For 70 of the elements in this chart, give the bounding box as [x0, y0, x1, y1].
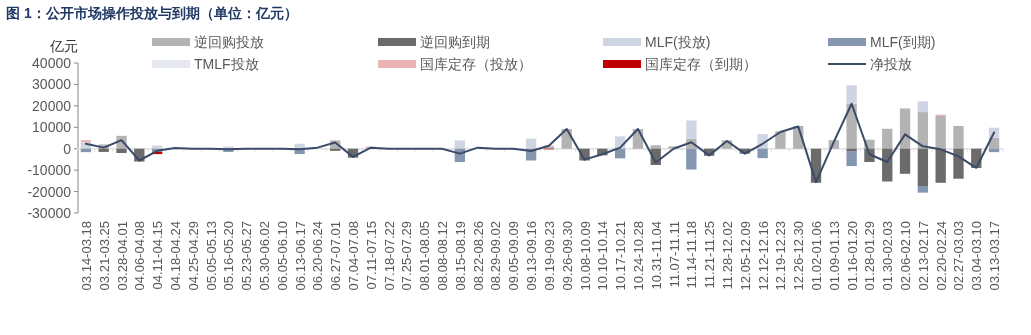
x-tick-label: 07.04-07.08 [346, 221, 362, 291]
x-tick-label: 07.25-07.29 [399, 221, 415, 291]
y-tick-label: 30000 [32, 76, 72, 93]
x-tick-label: 06.13-06.17 [292, 221, 308, 291]
x-tick-label: 08.22-08.26 [470, 221, 486, 291]
y-tick-label: -10000 [27, 162, 72, 179]
x-tick-label: 03.28-04.01 [114, 221, 130, 291]
x-tick-label: 08.29-09.02 [488, 221, 504, 291]
x-tick-label: 09.26-09.30 [559, 221, 575, 291]
x-tick-label: 02.20-02.24 [933, 221, 949, 291]
legend-label: 国库定存（到期） [645, 56, 757, 72]
x-tick-label: 08.01-08.05 [417, 221, 433, 291]
x-tick-label: 11.14-11.18 [684, 221, 700, 289]
legend-label: TMLF投放 [194, 56, 259, 72]
x-tick-label: 03.13-03.17 [987, 221, 1003, 291]
x-tick-label: 10.08-10.09 [577, 221, 593, 291]
x-tick-label: 11.07-11.11 [666, 221, 682, 288]
x-tick-label: 11.28-12.02 [719, 221, 735, 290]
y-tick-label: 40000 [32, 55, 72, 71]
x-tick-label: 12.19-12.23 [773, 221, 789, 291]
legend-label: 净投放 [870, 56, 912, 72]
x-tick-label: 07.18-07.22 [381, 221, 397, 291]
x-tick-label: 04.11-04.15 [150, 221, 166, 290]
legend-label: MLF(到期) [870, 34, 936, 50]
x-tick-label: 01.09-01.13 [826, 221, 842, 291]
y-tick-label: 10000 [32, 119, 72, 136]
x-tick-label: 02.27-03.03 [951, 221, 967, 291]
x-tick-label: 05.05-05.13 [203, 221, 219, 291]
x-tick-label: 06.20-06.24 [310, 221, 326, 291]
x-tick-label: 09.19-09.23 [541, 221, 557, 291]
x-tick-label: 11.21-11.25 [702, 221, 718, 289]
x-tick-label: 10.31-11.04 [648, 221, 664, 290]
x-tick-label: 10.10-10.14 [595, 221, 611, 291]
x-tick-label: 02.13-02.17 [915, 221, 931, 291]
x-tick-label: 01.28-01.29 [862, 221, 878, 291]
y-axis-title: 亿元 [49, 38, 78, 54]
x-tick-label: 12.05-12.09 [737, 221, 753, 291]
x-tick-label: 08.08-08.12 [435, 221, 451, 291]
x-tick-label: 03.14-03.18 [78, 221, 94, 291]
x-tick-label: 01.30-02.03 [880, 221, 896, 291]
x-tick-label: 10.17-10.21 [613, 221, 629, 291]
x-tick-label: 10.24-10.28 [630, 221, 646, 291]
x-tick-label: 01.02-01.06 [809, 221, 825, 291]
y-tick-label: 20000 [32, 97, 72, 114]
x-tick-label: 02.06-02.10 [898, 221, 914, 291]
x-tick-label: 12.26-12.30 [791, 221, 807, 291]
x-tick-label: 08.15-08.19 [452, 221, 468, 291]
x-tick-label: 05.23-05.27 [239, 221, 255, 291]
y-tick-label: -20000 [27, 183, 72, 200]
x-tick-label: 01.16-01.20 [844, 221, 860, 291]
x-tick-label: 06.05-06.10 [274, 221, 290, 291]
x-tick-label: 05.16-05.20 [221, 221, 237, 291]
legend-label: 逆回购投放 [194, 34, 264, 50]
x-tick-label: 04.25-04.29 [185, 221, 201, 291]
x-tick-label: 07.11-07.15 [363, 221, 379, 290]
x-tick-label: 04.18-04.24 [167, 221, 183, 291]
legend-label: 逆回购到期 [420, 34, 490, 50]
x-tick-label: 05.30-06.02 [256, 221, 272, 291]
chart-title: 图 1：公开市场操作投放与到期（单位：亿元） [6, 5, 298, 21]
y-tick-label: -30000 [27, 205, 72, 221]
x-tick-label: 09.13-09.16 [524, 221, 540, 291]
x-tick-label: 12.12-12.16 [755, 221, 771, 291]
x-tick-label: 06.27-07.01 [328, 221, 344, 291]
y-tick-label: 0 [63, 140, 72, 157]
legend-label: 国库定存（投放） [420, 56, 532, 72]
x-tick-label: 09.05-09.09 [506, 221, 522, 291]
x-tick-label: 03.21-03.25 [96, 221, 112, 291]
x-tick-label: 03.04-03.10 [969, 221, 985, 291]
x-tick-label: 04.06-04.08 [132, 221, 148, 291]
legend-label: MLF(投放) [645, 34, 711, 50]
